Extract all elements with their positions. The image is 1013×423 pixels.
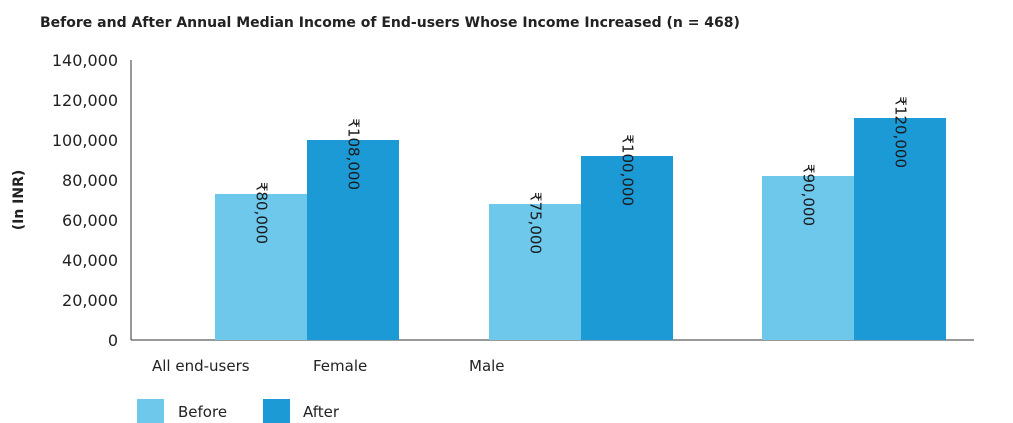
y-tick-label: 140,000 bbox=[52, 51, 118, 70]
legend-swatch-before bbox=[137, 399, 164, 423]
bar-after-1 bbox=[581, 156, 673, 340]
category-label: All end-users bbox=[152, 357, 250, 375]
bars bbox=[215, 118, 946, 340]
category-label: Male bbox=[469, 357, 505, 375]
bar-before-2 bbox=[762, 176, 854, 340]
legend-swatch-after bbox=[263, 399, 290, 423]
y-tick-label: 120,000 bbox=[52, 91, 118, 110]
y-ticks: 0 20,000 40,000 60,000 80,000 100,000 120,000 1… bbox=[52, 51, 118, 350]
chart-title: Before and After Annual Median Income of… bbox=[40, 15, 740, 31]
bar-before-0 bbox=[215, 194, 307, 340]
bar-after-0 bbox=[307, 140, 399, 340]
y-tick-label: 100,000 bbox=[52, 131, 118, 150]
bar-after-2 bbox=[854, 118, 946, 340]
legend-label-before: Before bbox=[178, 403, 227, 421]
y-tick-label: 80,000 bbox=[62, 171, 118, 190]
bar-before-1 bbox=[489, 204, 581, 340]
bar-labels: ₹80,000 ₹75,000 ₹90,000 ₹108,000 ₹100,000 ₹12… bbox=[253, 96, 910, 254]
category-labels: All end-users Female Male bbox=[152, 357, 505, 375]
y-tick-label: 0 bbox=[108, 331, 118, 350]
bar-data-label: ₹100,000 bbox=[619, 134, 637, 206]
bar-data-label: ₹80,000 bbox=[253, 182, 271, 244]
bar-data-label: ₹75,000 bbox=[527, 192, 545, 254]
bar-data-label: ₹120,000 bbox=[892, 96, 910, 168]
category-label: Female bbox=[313, 357, 367, 375]
y-tick-label: 60,000 bbox=[62, 211, 118, 230]
y-tick-label: 20,000 bbox=[62, 291, 118, 310]
bar-data-label: ₹108,000 bbox=[345, 118, 363, 190]
y-axis-label: (In INR) bbox=[11, 170, 27, 231]
legend: Before After bbox=[137, 399, 340, 423]
legend-label-after: After bbox=[303, 403, 340, 421]
y-tick-label: 40,000 bbox=[62, 251, 118, 270]
bar-data-label: ₹90,000 bbox=[800, 164, 818, 226]
